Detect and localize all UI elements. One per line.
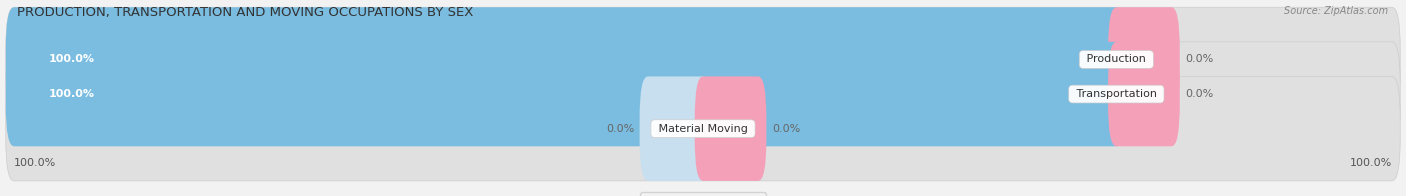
Text: Source: ZipAtlas.com: Source: ZipAtlas.com	[1284, 6, 1388, 16]
Text: Material Moving: Material Moving	[655, 124, 751, 134]
Text: Transportation: Transportation	[1073, 89, 1160, 99]
FancyBboxPatch shape	[1108, 7, 1180, 112]
FancyBboxPatch shape	[6, 7, 1400, 112]
FancyBboxPatch shape	[6, 76, 1400, 181]
Text: 100.0%: 100.0%	[48, 89, 94, 99]
Text: Production: Production	[1083, 54, 1150, 64]
Text: 100.0%: 100.0%	[1350, 158, 1392, 168]
Text: PRODUCTION, TRANSPORTATION AND MOVING OCCUPATIONS BY SEX: PRODUCTION, TRANSPORTATION AND MOVING OC…	[17, 6, 474, 19]
Text: 0.0%: 0.0%	[772, 124, 800, 134]
FancyBboxPatch shape	[695, 76, 766, 181]
Text: 100.0%: 100.0%	[48, 54, 94, 64]
Text: 0.0%: 0.0%	[606, 124, 634, 134]
FancyBboxPatch shape	[6, 42, 1125, 146]
FancyBboxPatch shape	[6, 7, 1125, 112]
FancyBboxPatch shape	[6, 42, 1400, 146]
FancyBboxPatch shape	[1108, 42, 1180, 146]
Text: 0.0%: 0.0%	[1185, 54, 1213, 64]
FancyBboxPatch shape	[640, 76, 711, 181]
Text: 0.0%: 0.0%	[1185, 89, 1213, 99]
Text: 100.0%: 100.0%	[14, 158, 56, 168]
Legend: Male, Female: Male, Female	[640, 192, 766, 196]
